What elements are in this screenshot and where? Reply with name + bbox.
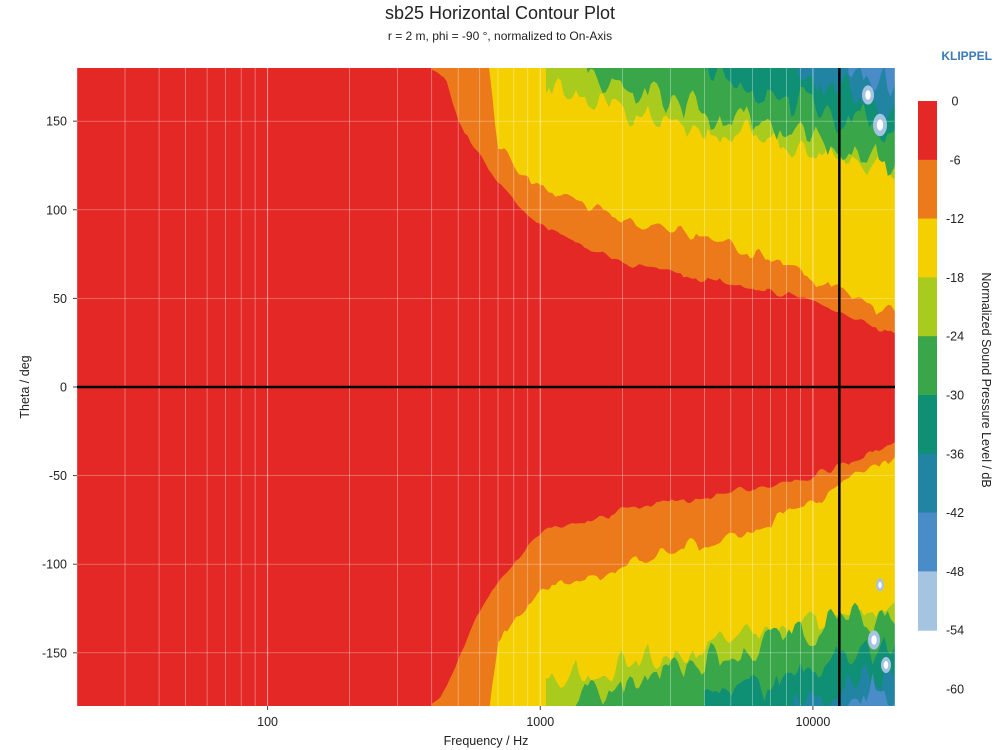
colorbar-band [918,218,937,278]
y-tick-label: 100 [46,203,67,217]
colorbar-band [918,277,937,337]
y-tick-label: -50 [49,469,67,483]
contour-island-below-54 [876,119,884,131]
y-tick-label: -150 [42,646,67,660]
colorbar-tick-label: 0 [952,95,959,109]
brand-label: KLIPPEL [941,49,992,63]
colorbar-band [918,453,937,514]
y-tick-label: 0 [60,381,67,395]
colorbar-tick-label: -36 [946,447,964,461]
colorbar-tick-label: -54 [946,624,964,638]
colorbar-tick-label: -18 [946,271,964,285]
colorbar-band [918,512,937,572]
plot-area [77,68,895,706]
colorbar: 0 -6 -12 -18 -24 -30 -36 -42 -48 -54 -60 [918,95,964,697]
y-tick-label: -100 [42,558,67,572]
contour-island-below-54 [865,90,871,100]
contour-band-42-to-48-top [848,68,895,97]
colorbar-band [918,571,937,631]
x-tick-label: 1000 [526,715,554,729]
x-tick-label: 100 [257,715,278,729]
contour-island-below-54 [883,661,889,669]
axes: 100 1000 10000 150 100 50 0 -50 -100 -150 [42,115,830,729]
contour-island-below-54 [871,635,877,645]
colorbar-band [918,101,937,161]
colorbar-tick-label: -60 [946,683,964,697]
y-tick-label: 150 [46,115,67,129]
contour-band-30-to-36-top [704,68,895,143]
colorbar-tick-label: -48 [946,565,964,579]
chart-title: sb25 Horizontal Contour Plot [385,3,615,23]
contour-island-below-54 [878,581,882,589]
colorbar-label: Normalized Sound Pressure Level / dB [979,272,993,487]
contour-band-42-to-48-bottom [848,672,895,706]
colorbar-band [918,395,937,455]
colorbar-tick-label: -24 [946,330,964,344]
y-tick-label: 50 [53,292,67,306]
colorbar-tick-label: -30 [946,389,964,403]
colorbar-tick-label: -12 [946,212,964,226]
x-axis-label: Frequency / Hz [444,734,529,748]
chart-subtitle: r = 2 m, phi = -90 °, normalized to On-A… [388,29,612,43]
colorbar-tick-label: -6 [949,153,960,167]
x-tick-label: 10000 [796,715,831,729]
colorbar-tick-label: -42 [946,506,964,520]
reference-lines [77,68,895,706]
colorbar-band [918,159,937,220]
colorbar-band [918,336,937,396]
y-axis-label: Theta / deg [18,355,32,418]
